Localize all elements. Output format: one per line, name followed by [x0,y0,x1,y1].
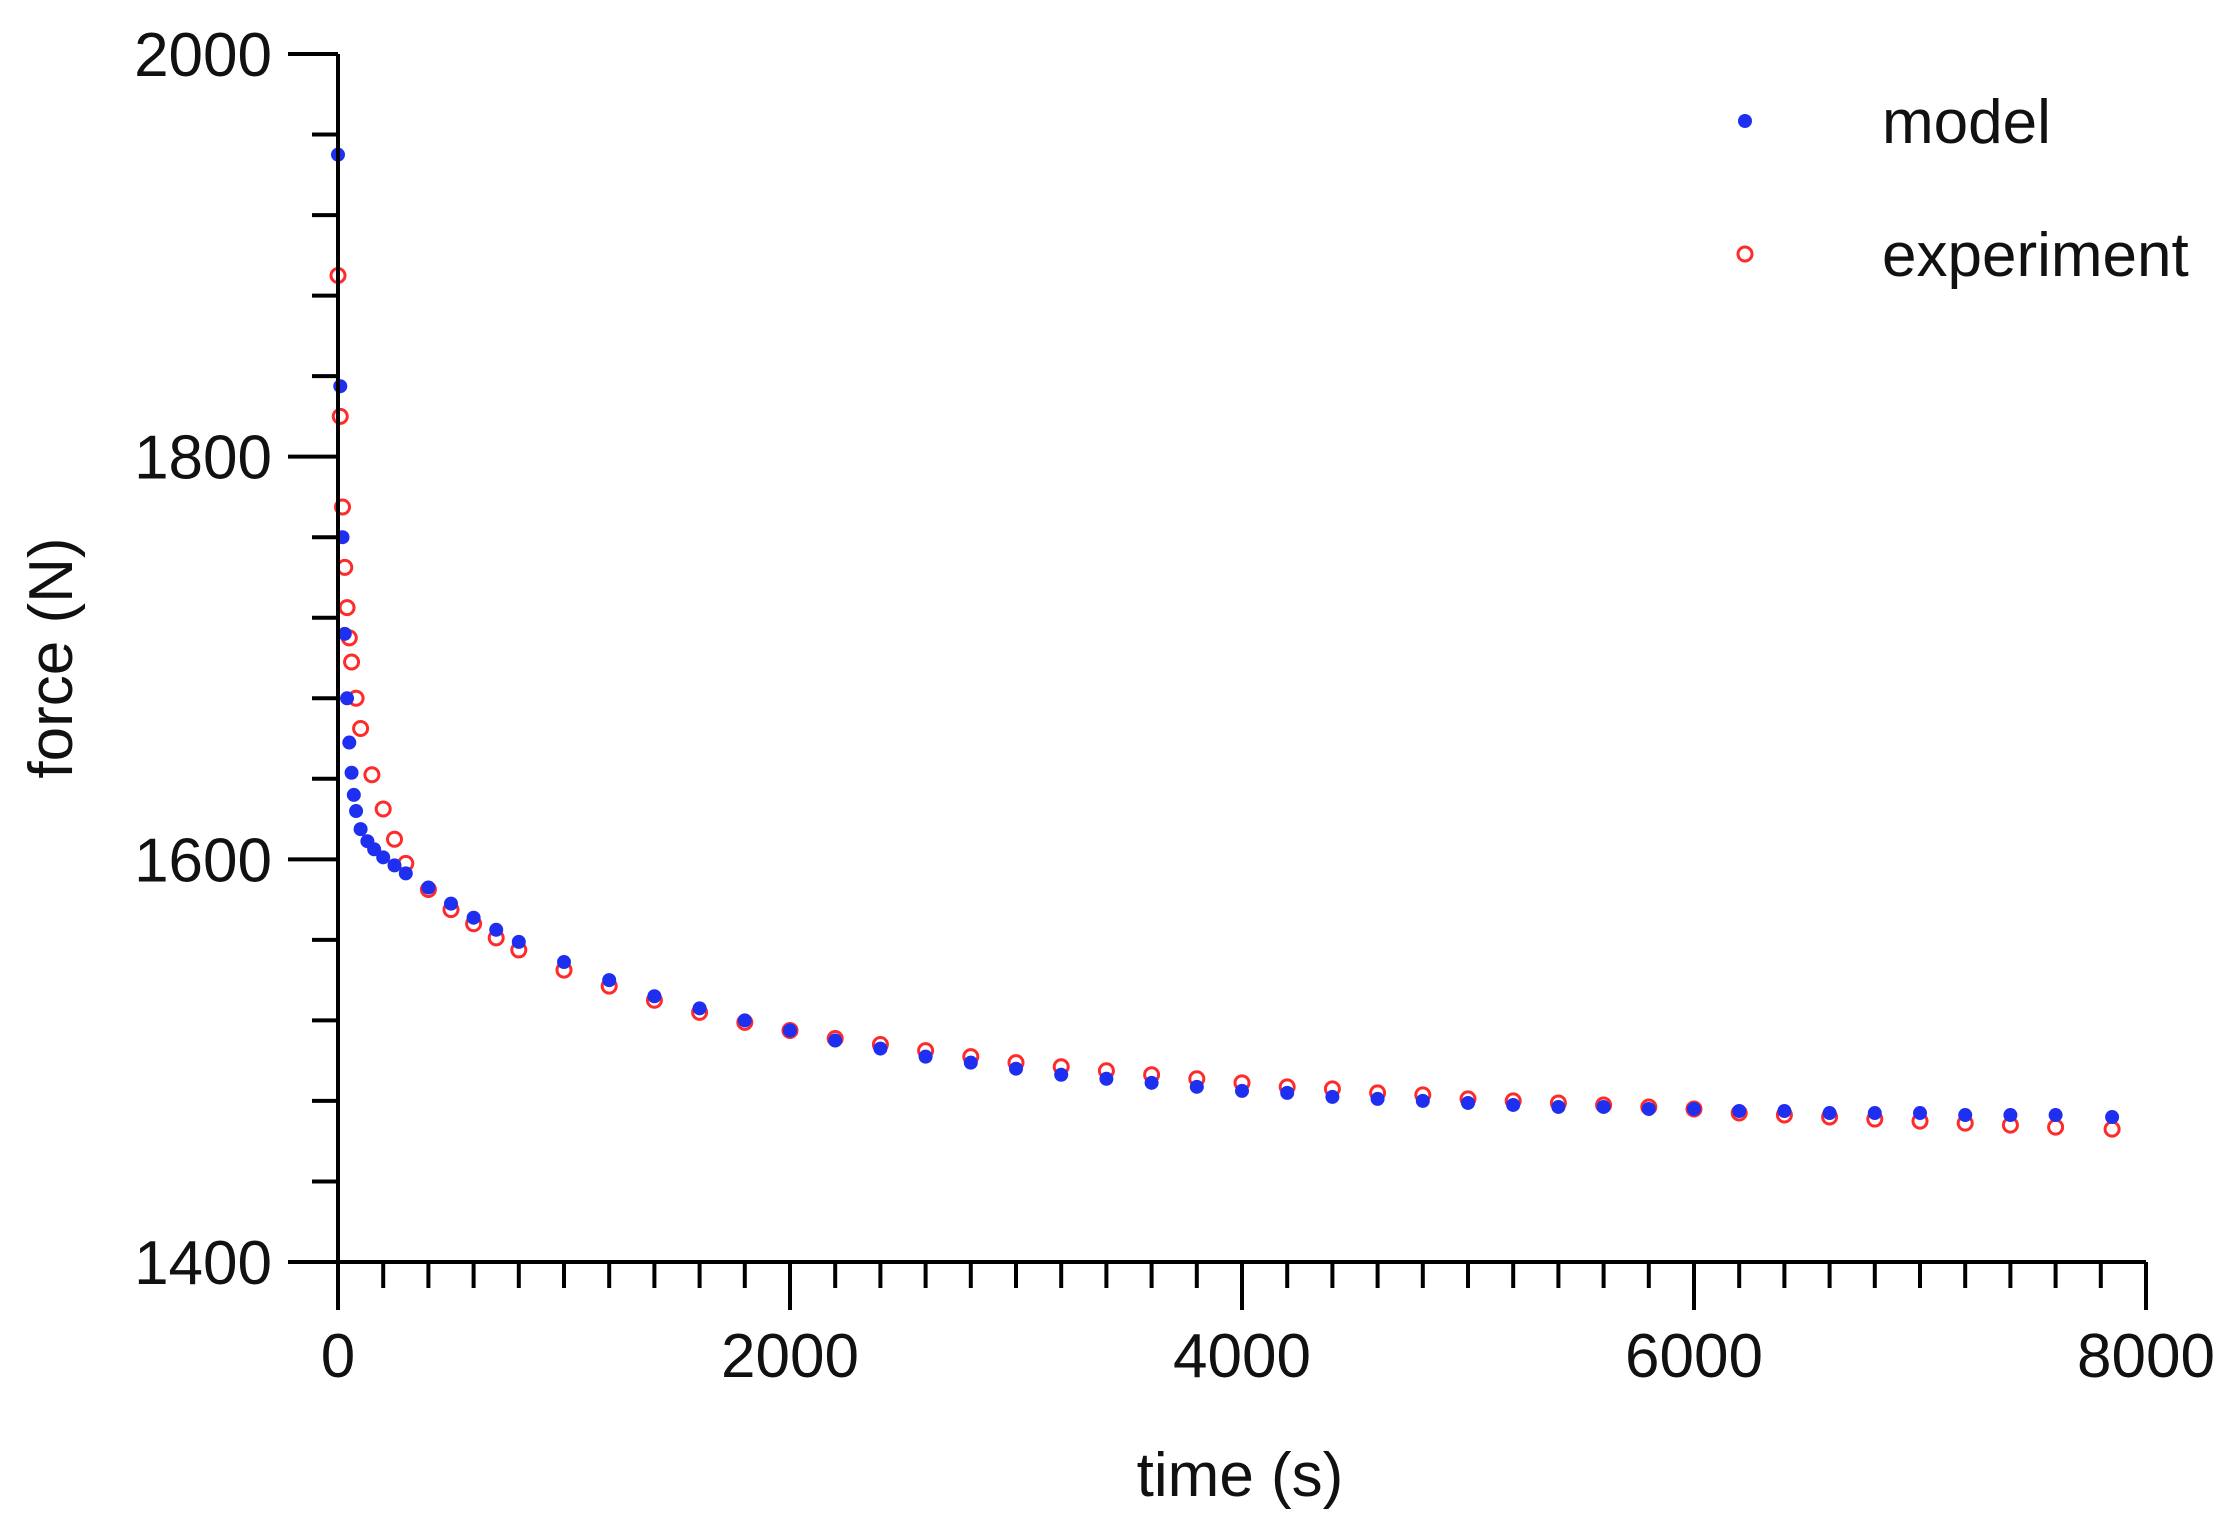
model-point [376,850,391,865]
model-point [367,842,382,857]
model-point [557,955,571,970]
model-point [387,858,402,873]
model-point [2048,1108,2063,1123]
y-tick-label: 1400 [134,1229,272,1298]
model-point [692,1001,707,1016]
legend-model-label: model [1882,88,2051,157]
model-point [421,880,436,895]
model-point [873,1041,888,1056]
experiment-point [338,599,356,617]
x-tick-label: 0 [321,1322,355,1391]
model-point [344,765,359,780]
model-point [1732,1104,1747,1118]
experiment-point [352,719,370,737]
model-point [489,922,504,937]
model-point [340,691,355,706]
model-point [1415,1093,1430,1108]
model-point [783,1023,797,1038]
model-point [342,735,357,750]
legend: model experiment [1736,88,2189,290]
model-point [1280,1085,1295,1100]
model-point [1009,1061,1023,1076]
model-point [1461,1095,1475,1110]
model-point [2105,1110,2120,1125]
experiment-point [2103,1120,2121,1138]
legend-experiment-label: experiment [1882,221,2189,290]
model-point [602,973,617,988]
experiment-point [2047,1118,2065,1136]
model-point [466,910,481,925]
model-point [1054,1067,1069,1082]
model-point [1822,1106,1837,1121]
x-axis-title: time (s) [1137,1441,1344,1510]
x-tick-label: 6000 [1625,1322,1763,1391]
model-point [1506,1097,1521,1112]
model-point [1551,1099,1566,1114]
model-point [1325,1089,1340,1104]
model-point [444,896,458,911]
model-point [1099,1071,1114,1086]
model-point [511,934,526,949]
model-point [2003,1108,2018,1123]
experiment-point [343,653,361,671]
experiment-point [334,498,352,516]
model-point [353,822,368,837]
experiment-series [329,266,2121,1138]
model-point [647,989,662,1004]
model-point [963,1055,978,1070]
model-point [828,1033,843,1048]
x-axis-ticks: 0 2000 4000 6000 8000 [321,1262,2215,1391]
experiment-point [374,800,392,818]
y-tick-label: 2000 [134,21,272,90]
experiment-point [386,830,403,848]
model-point [1144,1075,1159,1090]
model-point [1958,1108,1973,1123]
model-point [1913,1106,1927,1121]
model-series [331,147,2120,1125]
x-tick-label: 8000 [2077,1322,2215,1391]
model-point [737,1013,752,1028]
model-point [1867,1106,1882,1121]
y-tick-label: 1600 [134,826,272,895]
model-point [1235,1083,1249,1098]
y-axis-ticks: 1400 1600 1800 2000 [134,21,338,1298]
model-point [1687,1101,1701,1116]
model-point [337,626,352,641]
model-point [398,866,413,881]
y-tick-label: 1800 [134,424,272,493]
model-point [346,787,361,802]
x-tick-label: 4000 [1173,1322,1311,1391]
model-point [349,804,364,819]
model-point [1641,1101,1656,1116]
model-point [333,379,348,394]
x-tick-label: 2000 [721,1322,859,1391]
model-point [918,1049,933,1064]
model-point [1596,1099,1611,1114]
model-point [1189,1079,1204,1094]
experiment-point [331,407,349,425]
experiment-point [363,766,381,784]
legend-experiment-marker [1736,245,1754,263]
legend-model-marker [1738,114,1752,128]
model-point [1370,1091,1385,1106]
y-axis-title: force (N) [17,537,86,778]
model-point [1777,1104,1792,1118]
